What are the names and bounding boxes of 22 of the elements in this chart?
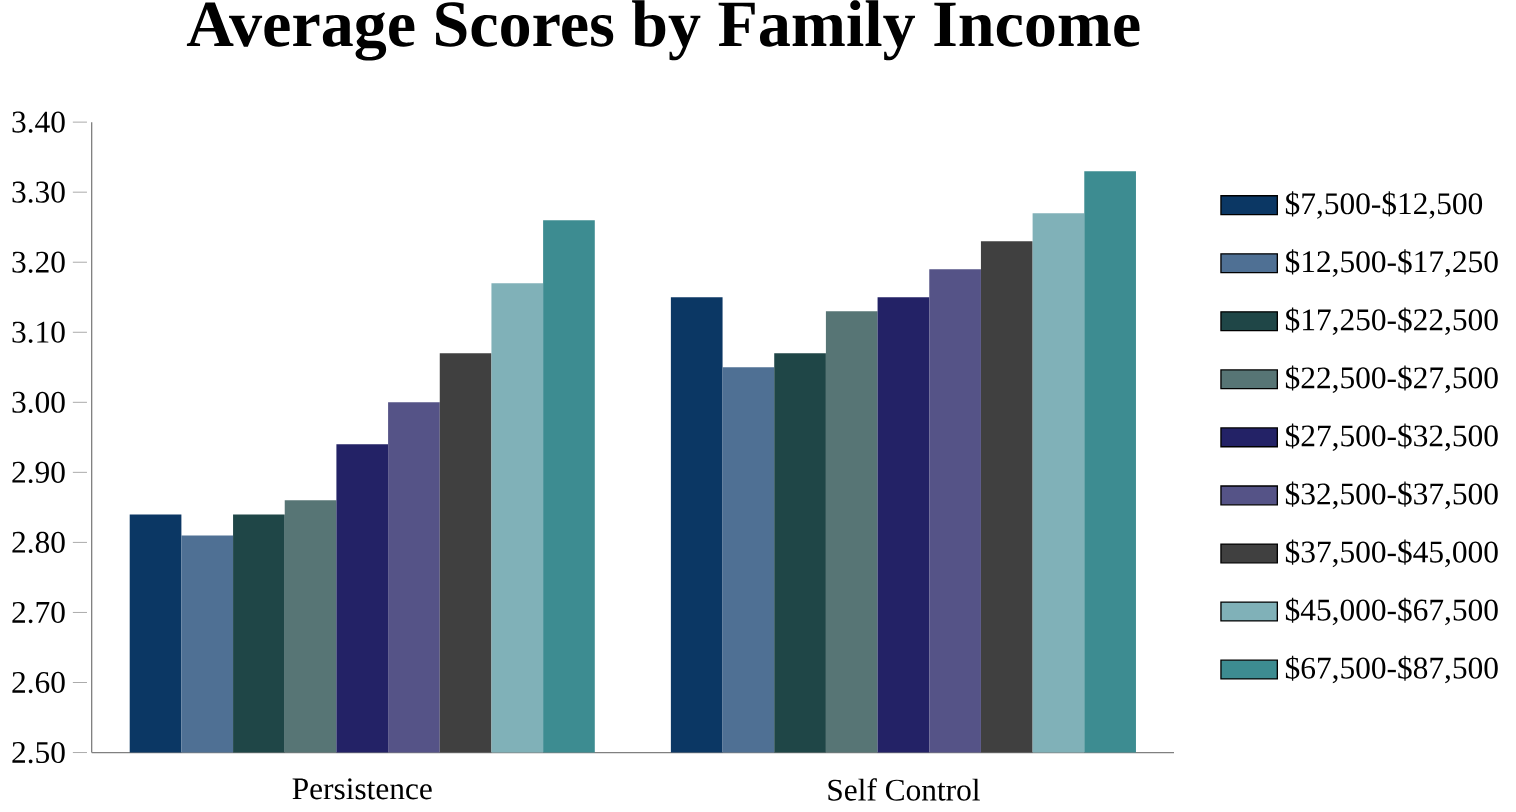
legend-label: $27,500-$32,500 bbox=[1285, 423, 1498, 452]
y-tick-label: 2.90 bbox=[12, 461, 65, 484]
legend-label: $12,500-$17,250 bbox=[1285, 249, 1498, 278]
y-tick-label: 2.50 bbox=[12, 742, 65, 764]
x-tick-label: Persistence bbox=[292, 778, 432, 800]
legend-label: $45,000-$67,500 bbox=[1285, 597, 1498, 626]
y-tick-label: 2.60 bbox=[12, 671, 65, 694]
legend-label: $7,500-$12,500 bbox=[1285, 191, 1483, 219]
y-tick-label: 3.20 bbox=[12, 251, 65, 274]
y-tick-label: 2.80 bbox=[12, 531, 65, 554]
y-tick-label: 2.70 bbox=[12, 601, 65, 624]
legend-label: $22,500-$27,500 bbox=[1285, 365, 1498, 394]
y-tick-label: 3.00 bbox=[12, 391, 65, 414]
x-tick-label: Self Control bbox=[828, 778, 980, 801]
y-tick-label: 3.40 bbox=[12, 111, 65, 133]
chart-title: Average Scores by Family Income bbox=[186, 0, 1140, 61]
y-tick-label: 3.10 bbox=[12, 321, 65, 344]
legend-label: $17,250-$22,500 bbox=[1285, 307, 1498, 336]
legend-label: $32,500-$37,500 bbox=[1285, 481, 1498, 510]
legend-label: $37,500-$45,000 bbox=[1285, 539, 1498, 568]
y-tick-label: 3.30 bbox=[12, 181, 65, 203]
legend-label: $67,500-$87,500 bbox=[1285, 655, 1498, 684]
